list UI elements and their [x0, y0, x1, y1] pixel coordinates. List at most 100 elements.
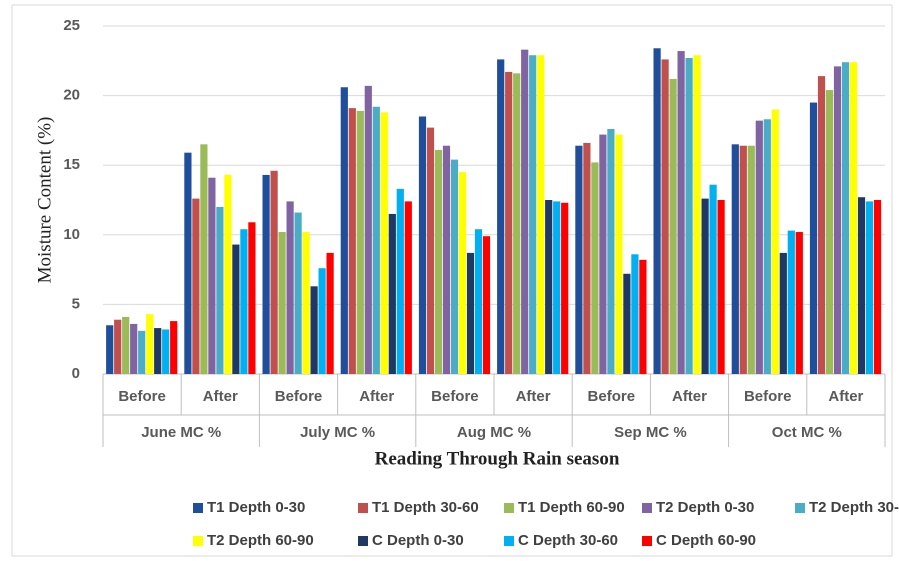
bar: [162, 329, 170, 374]
bar: [561, 202, 569, 374]
x-tick-label: Before: [431, 388, 479, 405]
legend-swatch: [193, 536, 203, 546]
bar: [278, 232, 286, 374]
y-axis-title: Moisture Content (%): [34, 117, 55, 284]
bar: [286, 201, 294, 374]
legend-label: T1 Depth 0-30: [207, 499, 305, 516]
legend-swatch: [358, 536, 368, 546]
x-tick-label: After: [516, 388, 551, 405]
bar: [216, 206, 224, 374]
y-tick-label: 5: [72, 295, 80, 312]
group-label: Oct MC %: [772, 424, 842, 441]
bar: [442, 145, 451, 374]
bar: [615, 134, 623, 374]
bar: [340, 87, 348, 375]
bar: [701, 198, 709, 374]
bar: [709, 184, 717, 374]
bar: [106, 325, 114, 374]
bar: [200, 144, 208, 374]
bar: [583, 142, 591, 374]
bar: [591, 162, 599, 374]
x-tick-label: Before: [275, 388, 323, 405]
y-tick-label: 20: [63, 87, 80, 104]
bar: [114, 319, 122, 374]
bar: [154, 328, 162, 374]
bar: [731, 144, 739, 374]
legend-label: T2 Depth 60-90: [207, 532, 314, 549]
bar: [122, 316, 130, 374]
legend-swatch: [795, 503, 805, 513]
legend-swatch: [504, 503, 514, 513]
bar: [434, 149, 443, 374]
bar: [685, 58, 693, 375]
bar: [639, 259, 647, 374]
bar: [669, 78, 677, 375]
legend-label: T1 Depth 60-90: [518, 499, 625, 516]
x-tick-label: Before: [118, 388, 166, 405]
bar: [248, 222, 256, 374]
bar: [505, 71, 513, 374]
bar: [825, 90, 834, 375]
bar: [372, 106, 380, 375]
bar: [294, 212, 302, 374]
x-tick-label: After: [672, 388, 707, 405]
y-tick-label: 0: [72, 365, 80, 382]
bar: [693, 55, 701, 375]
bar: [240, 229, 248, 374]
bar: [865, 201, 874, 374]
bar: [717, 200, 725, 374]
legend-swatch: [504, 536, 514, 546]
x-tick-label: After: [359, 388, 394, 405]
bar: [146, 314, 154, 374]
bar: [513, 73, 521, 374]
x-tick-label: After: [203, 388, 238, 405]
x-tick-label: Before: [744, 388, 792, 405]
bar: [779, 252, 787, 374]
bar: [599, 134, 607, 374]
legend-label: T2 Depth 30-60: [809, 499, 899, 516]
legend-swatch: [358, 503, 368, 513]
bar: [302, 232, 310, 374]
bar: [631, 254, 639, 374]
bar: [809, 102, 818, 374]
bar: [661, 59, 669, 375]
bar: [537, 55, 545, 375]
legend-label: T1 Depth 30-60: [372, 499, 479, 516]
y-tick-label: 10: [63, 226, 80, 243]
legend-swatch: [642, 536, 652, 546]
bar: [318, 268, 326, 374]
legend-swatch: [193, 503, 203, 513]
bar: [474, 229, 483, 374]
bar: [450, 159, 459, 374]
x-tick-label: After: [828, 388, 863, 405]
bar: [348, 108, 356, 375]
bar: [849, 62, 858, 374]
bar: [170, 321, 178, 374]
bar: [232, 244, 240, 374]
bar: [873, 200, 882, 374]
bar: [380, 112, 388, 374]
bar: [466, 252, 475, 374]
bar: [138, 330, 146, 374]
bar: [529, 55, 537, 375]
bar: [771, 109, 779, 375]
bar: [270, 170, 278, 374]
bar: [553, 201, 561, 374]
group-label: July MC %: [300, 424, 375, 441]
bar: [607, 129, 615, 374]
bar: [575, 145, 583, 374]
bar: [192, 198, 200, 374]
bar: [817, 76, 826, 374]
bar: [130, 323, 138, 374]
bar: [795, 232, 803, 374]
bar: [184, 152, 192, 374]
bar: [833, 66, 842, 375]
x-axis-title: Reading Through Rain season: [375, 448, 620, 469]
bar: [787, 230, 795, 374]
legend-label: C Depth 0-30: [372, 532, 464, 549]
bar: [739, 145, 747, 374]
legend-label: C Depth 60-90: [656, 532, 756, 549]
bar: [653, 48, 661, 374]
bar: [755, 120, 763, 374]
